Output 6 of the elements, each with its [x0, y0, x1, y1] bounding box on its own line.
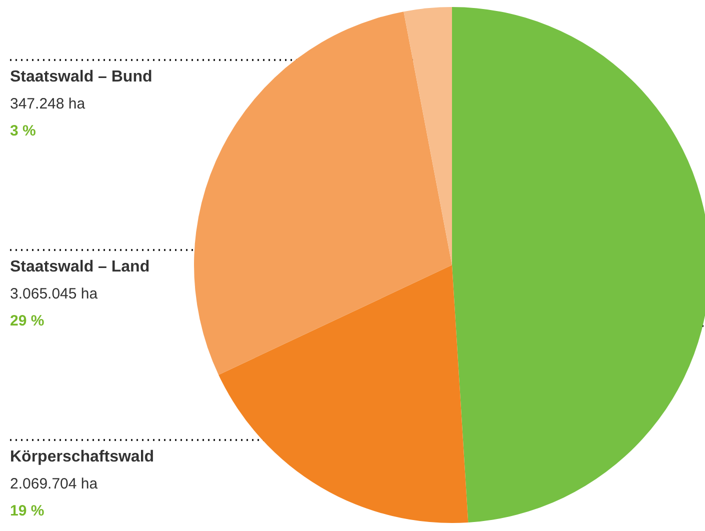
- data-label: 3.065.045 ha 29 %: [10, 286, 98, 330]
- data-label: 347.248 ha 3 %: [10, 96, 86, 140]
- data-label: 2.069.704 ha 19 %: [10, 476, 98, 520]
- slice-label: Körperschaftswald: [10, 448, 154, 466]
- slice-label: Staatswald – Land: [10, 258, 150, 276]
- slice-label: Staatswald – Bund: [10, 68, 152, 86]
